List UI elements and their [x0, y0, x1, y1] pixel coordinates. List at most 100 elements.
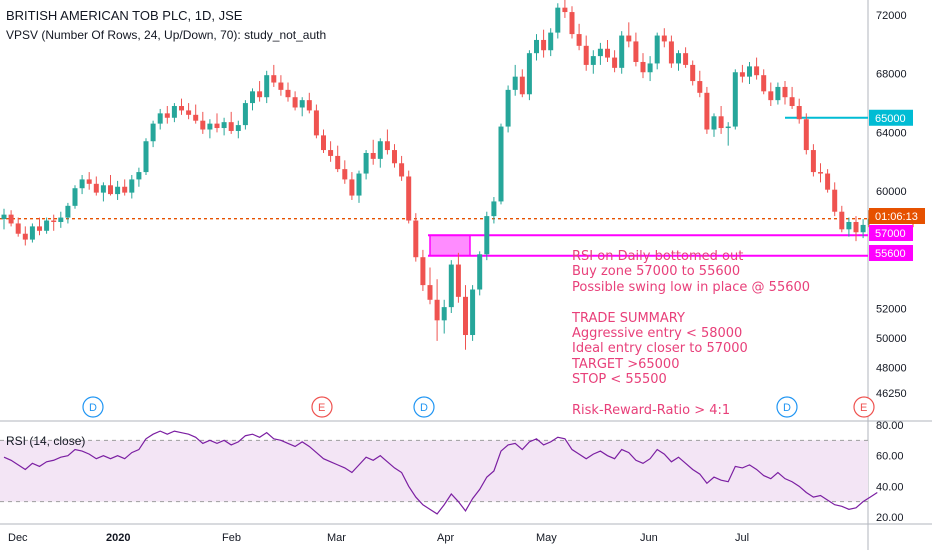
candle-body [590, 56, 596, 65]
rsi-band [0, 440, 868, 502]
candle-body [200, 120, 206, 130]
candle-body [853, 221, 859, 233]
event-marker-label: D [420, 402, 428, 414]
candle-body [633, 41, 639, 62]
candle-body [434, 299, 440, 321]
candle-body [264, 75, 270, 98]
candle-body [562, 7, 568, 13]
candle-body [349, 179, 355, 196]
candle-body [72, 188, 78, 206]
rsi-tick-label: 80.00 [876, 420, 904, 432]
rsi-label: RSI (14, close) [6, 434, 86, 448]
candle-body [321, 135, 326, 151]
event-marker-label: D [89, 402, 97, 414]
candle-body [676, 53, 681, 64]
candle-body [186, 110, 192, 115]
candle-body [271, 75, 277, 83]
candle-body [626, 35, 632, 42]
indicator-label: VPSV (Number Of Rows, 24, Up/Down, 70): … [6, 28, 327, 42]
candle-body [413, 220, 419, 258]
price-label-box [869, 109, 913, 126]
candle-body [654, 35, 660, 64]
candle-body [704, 92, 710, 130]
candle-body [441, 307, 447, 321]
candle-body [640, 61, 646, 73]
time-tick-label: Apr [437, 532, 454, 544]
candle-body [747, 66, 752, 77]
candle-body [370, 152, 376, 159]
price-tick-label: 52000 [876, 304, 907, 316]
candle-body [803, 119, 809, 151]
price-tick-label: 48000 [876, 362, 907, 374]
candle-body [228, 122, 234, 131]
rsi-tick-label: 40.00 [876, 481, 904, 493]
candle-body [427, 285, 433, 300]
candle-body [193, 114, 199, 121]
event-marker [311, 396, 333, 418]
price-label-box [869, 245, 913, 261]
candle-body [392, 150, 397, 164]
candle-body [342, 169, 348, 180]
candle-body [477, 254, 483, 290]
candle-body [356, 173, 362, 196]
candle-body [136, 172, 142, 180]
candle-body [242, 103, 248, 126]
candle-body [732, 72, 738, 127]
candle-body [796, 106, 802, 120]
time-tick-label: Mar [327, 532, 346, 544]
candle-body [697, 81, 703, 93]
candle-body [583, 45, 589, 65]
event-marker-label: D [783, 402, 791, 414]
price-label-text: 01:06:13 [875, 211, 918, 223]
candle-body [37, 226, 42, 231]
candle-body [122, 186, 128, 193]
candle-body [491, 201, 497, 217]
candle-body [846, 221, 852, 230]
candle-body [257, 91, 263, 98]
candle-body [860, 224, 866, 233]
time-tick-label: 2020 [106, 532, 130, 544]
candle-body [335, 155, 341, 170]
candle-body [235, 125, 241, 131]
candle-body [569, 12, 575, 35]
price-label-box [869, 208, 925, 224]
candle-body [810, 150, 816, 173]
candle-body [406, 176, 412, 221]
candle-body [619, 35, 625, 68]
candle-body [754, 66, 760, 76]
candle-body [541, 39, 547, 51]
candle-body [313, 110, 319, 136]
candle-body [597, 48, 603, 57]
candle-body [306, 100, 312, 111]
event-marker [776, 396, 798, 418]
event-marker [413, 396, 435, 418]
candle-body [775, 86, 781, 101]
trade-annotation: RSI on Daily bottomed out Buy zone 57000… [572, 249, 811, 419]
candle-body [15, 223, 21, 234]
candle-body [214, 123, 220, 129]
rsi-tick-label: 20.00 [876, 512, 904, 524]
buy-zone-box [429, 234, 471, 257]
candle-body [115, 186, 121, 195]
candle-body [278, 82, 284, 90]
candle-body [79, 179, 85, 189]
candle-body [718, 116, 724, 129]
candle-body [22, 233, 28, 240]
candle-body [171, 106, 177, 118]
candle-body [164, 113, 170, 118]
candle-body [818, 172, 823, 174]
candle-body [519, 76, 525, 95]
candle-body [498, 126, 504, 202]
candle-body [51, 220, 57, 222]
time-tick-label: Jun [640, 532, 658, 544]
time-tick-label: Jul [735, 532, 749, 544]
price-label-text: 55600 [875, 248, 906, 260]
symbol-title: BRITISH AMERICAN TOB PLC, 1D, JSE [6, 8, 243, 23]
candle-body [711, 116, 717, 130]
price-tick-label: 50000 [876, 333, 907, 345]
rsi-line [3, 430, 878, 515]
candle-body [661, 35, 667, 42]
candle-body [108, 185, 113, 195]
candle-body [150, 123, 156, 142]
